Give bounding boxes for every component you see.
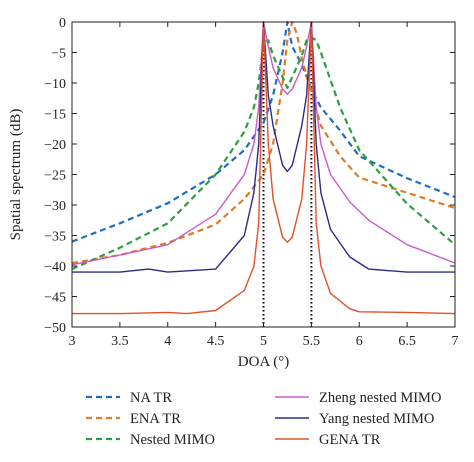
y-tick-label: −50 — [44, 321, 66, 336]
x-tick-label: 3.5 — [111, 334, 129, 349]
series-line — [71, 20, 456, 265]
legend-label: GENA TR — [319, 432, 381, 448]
legend-label: ENA TR — [130, 411, 181, 427]
y-axis-title: Spatial spectrum (dB) — [8, 109, 24, 241]
y-tick-label: −25 — [44, 169, 66, 184]
legend-item: Nested MIMO — [86, 432, 215, 448]
y-tick-label: −30 — [44, 199, 66, 214]
legend-item: Yang nested MIMO — [275, 411, 434, 427]
x-tick-label: 6 — [356, 334, 363, 349]
series-line — [71, 36, 456, 271]
series-line — [71, 21, 456, 266]
legend-label: Nested MIMO — [130, 432, 215, 448]
y-tick-label: −5 — [51, 47, 66, 62]
legend-item: ENA TR — [86, 411, 181, 427]
legend-label: NA TR — [130, 390, 172, 406]
series-line — [72, 21, 455, 273]
legend-item: NA TR — [86, 390, 172, 406]
x-tick-label: 4.5 — [207, 334, 225, 349]
y-tick-label: −10 — [44, 77, 66, 92]
legend-item: GENA TR — [275, 432, 381, 448]
x-tick-label: 4 — [164, 334, 171, 349]
legend-label: Yang nested MIMO — [319, 411, 434, 427]
x-axis-title: DOA (°) — [238, 354, 289, 370]
y-tick-label: 0 — [59, 16, 66, 31]
legend: NA TR ENA TR Nested MIMO Zheng nested MIMO Y… — [86, 390, 441, 448]
x-tick-label: 5 — [260, 334, 267, 349]
y-tick-label: −15 — [44, 108, 66, 123]
y-tick-label: −40 — [44, 260, 66, 275]
series-line — [72, 21, 456, 315]
y-tick-label: −45 — [44, 291, 66, 306]
y-tick-label: −20 — [44, 138, 66, 153]
legend-label: Zheng nested MIMO — [319, 390, 441, 406]
x-axis-ticks: 3 3.5 4 4.5 5 5.5 6 6.5 7 — [69, 22, 459, 349]
x-tick-label: 7 — [452, 334, 459, 349]
y-axis-ticks: 0 −5 −10 −15 −20 −25 −30 −35 −40 −45 −50 — [44, 16, 455, 336]
true-doa-lines — [262, 22, 313, 327]
x-tick-label: 5.5 — [303, 334, 321, 349]
x-tick-label: 6.5 — [398, 334, 416, 349]
y-tick-label: −35 — [44, 230, 66, 245]
x-tick-label: 3 — [69, 334, 76, 349]
series-lines — [71, 20, 456, 315]
legend-item: Zheng nested MIMO — [275, 390, 441, 406]
